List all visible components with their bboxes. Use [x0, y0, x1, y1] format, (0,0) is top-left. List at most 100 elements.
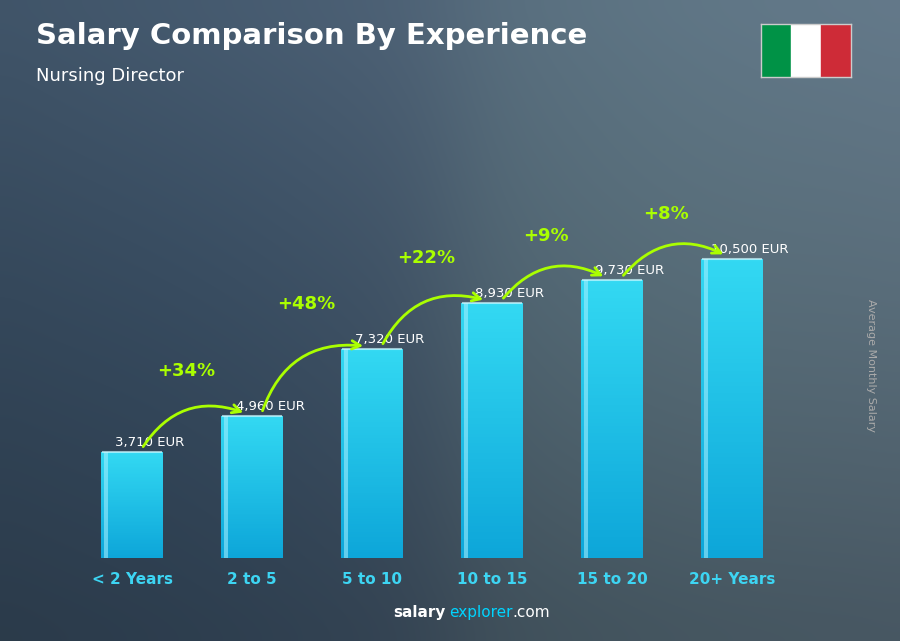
Bar — [580, 398, 644, 402]
Bar — [341, 412, 403, 414]
Bar — [101, 484, 163, 485]
Bar — [341, 448, 403, 451]
Bar — [220, 517, 284, 519]
Bar — [101, 531, 163, 533]
Bar — [580, 544, 644, 547]
Bar — [701, 363, 763, 367]
Bar — [701, 483, 763, 487]
Bar — [101, 538, 163, 539]
Bar — [580, 461, 644, 464]
Bar — [701, 494, 763, 498]
Bar — [101, 488, 163, 489]
Bar — [461, 469, 523, 472]
Bar — [701, 468, 763, 472]
Bar — [220, 494, 284, 496]
Bar — [461, 485, 523, 488]
Bar — [220, 466, 284, 467]
Bar — [461, 370, 523, 373]
Bar — [580, 353, 644, 356]
Bar — [701, 352, 763, 356]
Bar — [341, 545, 403, 547]
Text: 9,730 EUR: 9,730 EUR — [596, 265, 664, 278]
Bar — [101, 478, 163, 479]
Bar — [580, 481, 644, 485]
Bar — [701, 378, 763, 382]
Bar — [580, 530, 644, 533]
Bar — [220, 535, 284, 537]
Bar — [220, 526, 284, 528]
Bar — [101, 518, 163, 519]
Bar — [461, 322, 523, 326]
Bar — [461, 326, 523, 329]
Bar — [461, 494, 523, 497]
Bar — [341, 453, 403, 456]
Bar — [461, 551, 523, 554]
Bar — [101, 460, 163, 462]
Bar — [341, 521, 403, 524]
Bar — [101, 464, 163, 465]
Text: Salary Comparison By Experience: Salary Comparison By Experience — [36, 22, 587, 51]
Bar — [701, 464, 763, 468]
Bar — [101, 502, 163, 503]
Bar — [341, 401, 403, 404]
Bar — [220, 439, 284, 441]
Bar — [461, 338, 523, 342]
Bar — [461, 519, 523, 522]
Bar — [341, 555, 403, 558]
Bar — [701, 453, 763, 456]
Bar — [580, 547, 644, 551]
Bar — [101, 473, 163, 474]
Bar — [580, 381, 644, 385]
Bar — [341, 372, 403, 375]
Bar — [101, 454, 163, 456]
Bar — [461, 367, 523, 370]
Bar — [580, 388, 644, 392]
Bar — [580, 405, 644, 409]
Bar — [220, 417, 284, 418]
Bar — [461, 335, 523, 338]
Bar — [461, 428, 523, 431]
Bar — [580, 392, 644, 395]
Bar — [461, 437, 523, 440]
Text: +8%: +8% — [644, 204, 688, 222]
Bar — [701, 531, 763, 535]
Bar — [220, 542, 284, 544]
Bar — [220, 478, 284, 480]
Bar — [220, 467, 284, 469]
Bar — [701, 393, 763, 397]
Bar — [101, 479, 163, 481]
Bar — [580, 554, 644, 558]
Text: +22%: +22% — [397, 249, 455, 267]
Bar — [580, 378, 644, 381]
Bar — [701, 303, 763, 307]
Bar — [701, 498, 763, 501]
Bar — [220, 446, 284, 448]
Bar — [580, 356, 644, 360]
Bar — [580, 367, 644, 370]
Bar — [341, 501, 403, 503]
Bar — [341, 391, 403, 394]
Bar — [580, 291, 644, 294]
Bar — [220, 499, 284, 501]
Bar — [341, 378, 403, 380]
Bar — [701, 262, 763, 266]
Bar — [220, 476, 284, 478]
Bar — [580, 520, 644, 523]
Bar — [701, 386, 763, 389]
Bar — [224, 417, 228, 558]
Bar — [580, 333, 644, 336]
Bar — [461, 402, 523, 405]
Bar — [461, 316, 523, 319]
Bar — [461, 310, 523, 313]
Bar — [101, 485, 163, 487]
Bar — [101, 551, 163, 553]
Bar — [341, 362, 403, 365]
Bar — [461, 386, 523, 389]
Bar — [220, 519, 284, 520]
Bar — [461, 446, 523, 449]
Bar — [101, 549, 163, 550]
Bar — [220, 537, 284, 538]
Bar — [461, 389, 523, 392]
Bar — [701, 333, 763, 337]
Bar — [464, 303, 468, 558]
